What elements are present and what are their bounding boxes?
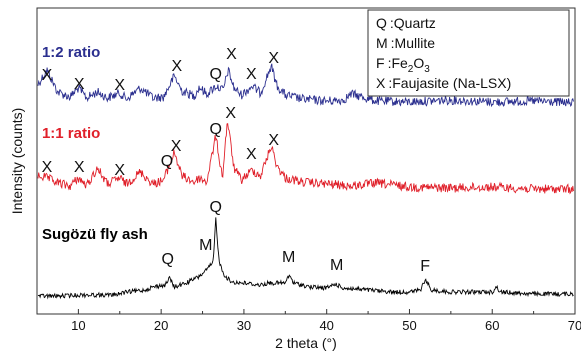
legend-sub: 2 <box>408 64 414 75</box>
series-line-3 <box>37 217 574 300</box>
peak-label-x: X <box>74 159 85 176</box>
x-tick-label: 20 <box>154 318 168 333</box>
peak-label-x: X <box>226 46 237 63</box>
series-name-label-1: 1:2 ratio <box>42 44 100 61</box>
legend-code: M <box>376 35 388 51</box>
legend-box <box>367 9 570 97</box>
legend-sub: 3 <box>424 64 430 75</box>
peak-label-m: M <box>330 257 343 274</box>
legend-label: :Quartz <box>390 15 436 31</box>
peak-label-x: X <box>114 77 125 94</box>
x-tick-label: 60 <box>485 318 499 333</box>
x-tick-label: 10 <box>71 318 85 333</box>
peak-label-x: X <box>268 50 279 67</box>
y-axis-title: Intensity (counts) <box>9 108 25 215</box>
legend-code: Q <box>376 15 387 31</box>
peak-label-f: F <box>420 258 430 275</box>
peak-label-x: X <box>246 146 257 163</box>
x-tick-label: 50 <box>402 318 416 333</box>
peak-label-x: X <box>246 66 257 83</box>
legend-label: :Fe <box>388 55 408 71</box>
peak-label-x: X <box>268 132 279 149</box>
legend-entry-fe2o3: F:Fe2O3 <box>376 55 430 75</box>
peak-label-x: X <box>42 159 53 176</box>
legend-label: :Faujasite (Na-LSX) <box>388 75 511 91</box>
peak-label-q: Q <box>162 251 174 268</box>
series-name-label-3: Sugözü fly ash <box>42 226 148 243</box>
peak-label-x: X <box>42 67 53 84</box>
x-tick-label: 40 <box>319 318 333 333</box>
peak-label-x: X <box>171 138 182 155</box>
legend-code: F <box>376 55 385 71</box>
legend-code: X <box>376 75 386 91</box>
x-tick-label: 70 <box>568 318 581 333</box>
peak-label-x: X <box>114 162 125 179</box>
legend-entry-quartz: Q:Quartz <box>376 15 436 31</box>
legend-entry-mullite: M:Mullite <box>376 35 435 51</box>
legend: Q:Quartz M:Mullite F:Fe2O3 X:Faujasite (… <box>367 9 570 97</box>
legend-entry-faujasite: X:Faujasite (Na-LSX) <box>376 75 511 91</box>
peak-label-m: M <box>282 249 295 266</box>
peak-label-q: Q <box>210 66 222 83</box>
peak-label-m: M <box>199 237 212 254</box>
series-line-1 <box>37 63 574 108</box>
x-axis-title: 2 theta (°) <box>275 335 337 351</box>
plot-frame <box>36 7 576 315</box>
peak-label-q: Q <box>161 153 173 170</box>
peak-label-x: X <box>74 76 85 93</box>
series-name-label-2: 1:1 ratio <box>42 125 100 142</box>
series-layer <box>37 63 574 300</box>
series-line-2 <box>37 122 574 195</box>
peak-label-q: Q <box>210 121 222 138</box>
peak-label-x: X <box>225 105 236 122</box>
legend-label: :Mullite <box>391 35 436 51</box>
x-axis-ticks: 10 20 30 40 50 60 70 <box>71 309 581 333</box>
legend-label-tail: O <box>413 55 424 71</box>
series-labels: 1:2 ratio 1:1 ratio Sugözü fly ash <box>42 44 148 243</box>
peak-label-q: Q <box>210 199 222 216</box>
x-tick-label: 30 <box>237 318 251 333</box>
peak-label-x: X <box>172 58 183 75</box>
